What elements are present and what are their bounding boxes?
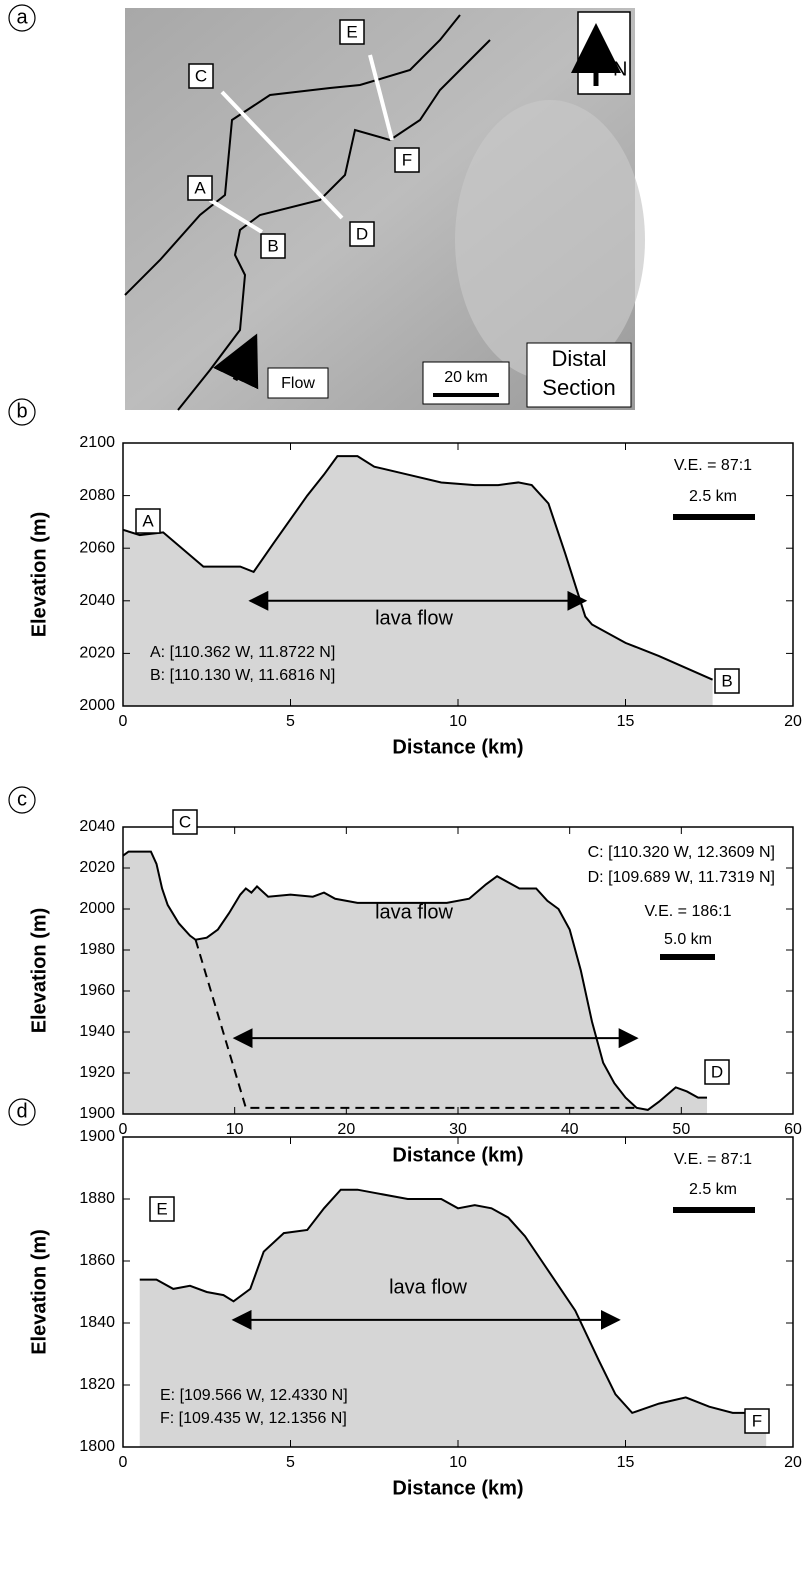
x-tick-label: 40: [561, 1121, 579, 1138]
flow-label: Flow: [281, 375, 315, 392]
y-tick-label: 2000: [79, 900, 115, 917]
box-label: B: [267, 236, 278, 255]
x-tick-label: 15: [617, 1454, 635, 1471]
area-fill: [140, 1190, 766, 1447]
section-label: Section: [542, 375, 615, 400]
scale-label: 2.5 km: [689, 488, 737, 505]
y-tick-label: 1920: [79, 1064, 115, 1081]
y-tick-label: 1900: [79, 1128, 115, 1145]
x-tick-label: 10: [449, 713, 467, 730]
coordinates: B: [110.130 W, 11.6816 N]: [150, 667, 335, 684]
y-axis-label: Elevation (m): [28, 1229, 50, 1355]
coordinates: F: [109.435 W, 12.1356 N]: [160, 1410, 347, 1427]
box-label: A: [142, 511, 154, 530]
x-tick-label: 5: [286, 1454, 295, 1471]
y-tick-label: 1800: [79, 1438, 115, 1455]
x-tick-label: 20: [784, 713, 802, 730]
y-tick-label: 1840: [79, 1314, 115, 1331]
box-label: C: [179, 812, 191, 831]
north-box: [578, 12, 630, 94]
y-axis-label: Elevation (m): [28, 512, 50, 638]
x-tick-label: 50: [672, 1121, 690, 1138]
y-tick-label: 1980: [79, 941, 115, 958]
x-axis-label: Distance (km): [392, 1144, 523, 1166]
coordinates: A: [110.362 W, 11.8722 N]: [150, 644, 335, 661]
scale-label: 5.0 km: [664, 931, 712, 948]
y-tick-label: 2020: [79, 645, 115, 662]
y-tick-label: 2040: [79, 818, 115, 835]
area-fill: [123, 852, 707, 1114]
panel-label: d: [16, 1100, 27, 1122]
x-tick-label: 0: [119, 1121, 128, 1138]
x-tick-label: 0: [119, 713, 128, 730]
box-label: F: [402, 150, 412, 169]
y-tick-label: 2020: [79, 859, 115, 876]
coordinates: C: [110.320 W, 12.3609 N]: [588, 844, 775, 861]
x-tick-label: 5: [286, 713, 295, 730]
box-label: E: [346, 22, 357, 41]
panel-label: a: [16, 6, 28, 28]
map-scale-label: 20 km: [444, 369, 488, 386]
ve-label: V.E. = 186:1: [644, 903, 731, 920]
x-tick-label: 20: [337, 1121, 355, 1138]
y-tick-label: 2060: [79, 539, 115, 556]
x-tick-label: 10: [226, 1121, 244, 1138]
figure: aCBADEFNFlow20 kmDistalSectionb200020202…: [0, 0, 812, 1583]
x-tick-label: 0: [119, 1454, 128, 1471]
annotation: lava flow: [375, 607, 453, 629]
x-tick-label: 15: [617, 713, 635, 730]
ve-label: V.E. = 87:1: [674, 457, 752, 474]
box-label: A: [194, 178, 206, 197]
annotation: lava flow: [375, 901, 453, 923]
y-tick-label: 1860: [79, 1252, 115, 1269]
coordinates: D: [109.689 W, 11.7319 N]: [588, 869, 775, 886]
map-texture: [455, 100, 645, 380]
box-label: C: [195, 66, 207, 85]
north-label: N: [613, 58, 627, 80]
panel-label: c: [17, 788, 27, 810]
x-tick-label: 10: [449, 1454, 467, 1471]
y-tick-label: 1940: [79, 1023, 115, 1040]
y-tick-label: 1820: [79, 1376, 115, 1393]
x-axis-label: Distance (km): [392, 736, 523, 758]
x-tick-label: 30: [449, 1121, 467, 1138]
y-tick-label: 2080: [79, 487, 115, 504]
page: aCBADEFNFlow20 kmDistalSectionb200020202…: [0, 0, 812, 1583]
panel-label: b: [16, 400, 27, 422]
y-tick-label: 2100: [79, 434, 115, 451]
box-label: B: [721, 671, 732, 690]
y-tick-label: 1880: [79, 1190, 115, 1207]
coordinates: E: [109.566 W, 12.4330 N]: [160, 1387, 348, 1404]
ve-label: V.E. = 87:1: [674, 1151, 752, 1168]
annotation: lava flow: [389, 1276, 467, 1298]
y-tick-label: 2000: [79, 697, 115, 714]
box-label: D: [711, 1062, 723, 1081]
y-axis-label: Elevation (m): [28, 908, 50, 1034]
y-tick-label: 2040: [79, 592, 115, 609]
x-tick-label: 20: [784, 1454, 802, 1471]
scale-label: 2.5 km: [689, 1181, 737, 1198]
box-label: D: [356, 224, 368, 243]
box-label: F: [752, 1411, 762, 1430]
y-tick-label: 1960: [79, 982, 115, 999]
section-label: Distal: [551, 346, 606, 371]
box-label: E: [156, 1199, 167, 1218]
x-tick-label: 60: [784, 1121, 802, 1138]
x-axis-label: Distance (km): [392, 1477, 523, 1499]
y-tick-label: 1900: [79, 1105, 115, 1122]
